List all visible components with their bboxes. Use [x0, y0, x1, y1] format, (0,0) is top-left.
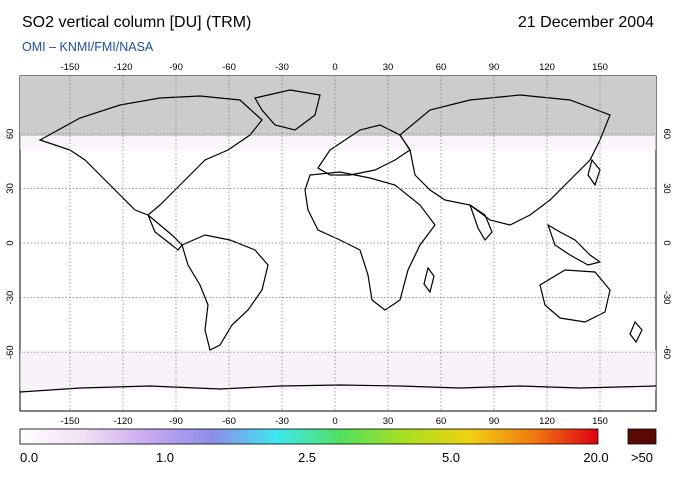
- noise-band-south: [20, 350, 656, 390]
- lat-tick-label-right: -30: [661, 291, 672, 305]
- lon-tick-label-bottom: 150: [592, 416, 608, 427]
- lon-tick-label-bottom: -120: [113, 416, 132, 427]
- lon-tick-label-top: 90: [489, 62, 500, 73]
- lon-tick-label-top: -60: [222, 62, 236, 73]
- lon-tick-label-bottom: -150: [60, 416, 79, 427]
- lat-tick-label-right: 0: [661, 240, 672, 245]
- lat-tick-label-left: -30: [5, 291, 16, 305]
- colorbar-label-3: 5.0: [442, 450, 460, 465]
- lat-tick-label-right: 30: [661, 183, 672, 194]
- lon-tick-label-bottom: -30: [275, 416, 289, 427]
- colorbar-label-4: 20.0: [583, 450, 608, 465]
- lon-tick-label-top: -120: [113, 62, 132, 73]
- lon-tick-label-bottom: -60: [222, 416, 236, 427]
- lon-tick-label-top: 60: [436, 62, 447, 73]
- lat-tick-label-left: 60: [5, 129, 16, 140]
- colorbar-overflow-swatch: [628, 429, 656, 444]
- lon-tick-label-bottom: 120: [539, 416, 555, 427]
- lon-tick-label-bottom: 90: [489, 416, 500, 427]
- colorbar-label-overflow: >50: [631, 450, 653, 465]
- colorbar: [20, 429, 598, 444]
- lon-tick-label-top: 120: [539, 62, 555, 73]
- lon-tick-label-top: 30: [383, 62, 394, 73]
- lon-tick-label-bottom: 60: [436, 416, 447, 427]
- colorbar-label-0: 0.0: [20, 450, 38, 465]
- lon-tick-label-bottom: 0: [332, 416, 337, 427]
- lon-tick-label-bottom: -90: [169, 416, 183, 427]
- lat-tick-label-left: -60: [5, 345, 16, 359]
- lon-tick-label-top: 150: [592, 62, 608, 73]
- colorbar-label-2: 2.5: [298, 450, 316, 465]
- lon-tick-label-top: 0: [332, 62, 337, 73]
- lat-tick-label-right: -60: [661, 345, 672, 359]
- lon-tick-label-top: -90: [169, 62, 183, 73]
- noise-band-north: [20, 136, 656, 150]
- lat-tick-label-right: 60: [661, 129, 672, 140]
- lat-tick-label-left: 0: [5, 240, 16, 245]
- lon-tick-label-top: -30: [275, 62, 289, 73]
- lon-tick-label-top: -150: [60, 62, 79, 73]
- lat-tick-label-left: 30: [5, 183, 16, 194]
- lon-tick-label-bottom: 30: [383, 416, 394, 427]
- colorbar-label-1: 1.0: [156, 450, 174, 465]
